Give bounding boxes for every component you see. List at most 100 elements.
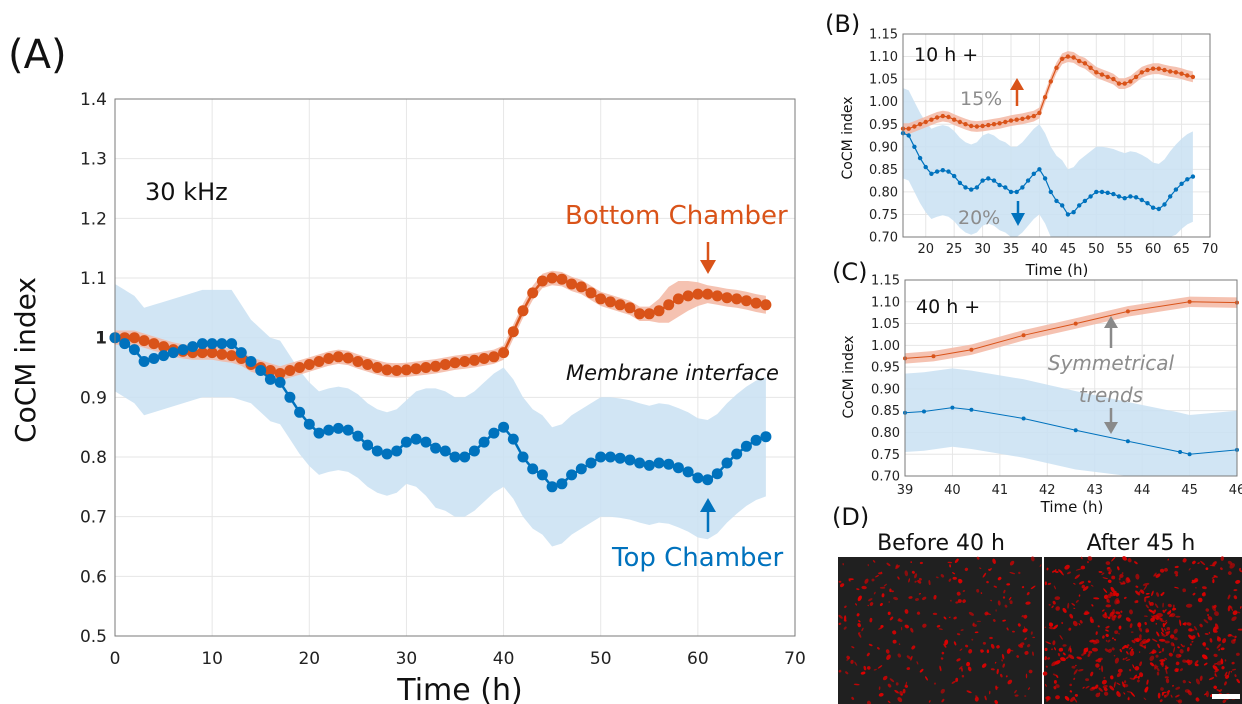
cell-spot — [1212, 626, 1217, 633]
data-point — [760, 431, 772, 443]
cell-spot — [846, 657, 850, 661]
cell-spot — [1182, 588, 1187, 593]
cell-spot — [906, 655, 911, 660]
cell-spot — [1110, 586, 1115, 593]
cell-spot — [972, 624, 977, 627]
panel-a-frame — [114, 98, 796, 637]
cell-spot — [956, 633, 961, 636]
cell-spot — [961, 674, 965, 678]
cell-spot — [1053, 680, 1057, 684]
cell-spot — [861, 585, 867, 590]
cell-spot — [864, 578, 869, 584]
cell-spot — [861, 627, 864, 632]
data-point — [1073, 321, 1078, 326]
cell-spot — [916, 661, 919, 665]
cell-spot — [1214, 672, 1217, 677]
cell-spot — [897, 653, 902, 658]
cell-spot — [879, 602, 883, 607]
cell-spot — [1174, 565, 1179, 569]
data-point — [663, 458, 675, 470]
cell-spot — [1115, 611, 1121, 615]
cell-spot — [1074, 574, 1080, 579]
cell-spot — [1108, 571, 1111, 575]
x-tick-label: 25 — [946, 242, 963, 257]
cell-spot — [1175, 615, 1181, 618]
cell-spot — [1117, 566, 1120, 571]
cell-spot — [914, 573, 918, 579]
cell-spot — [858, 632, 862, 638]
cell-spot — [1104, 648, 1109, 652]
cell-spot — [1149, 655, 1155, 661]
cell-spot — [1143, 596, 1147, 603]
panel-a-ticks: 0 10 20 30 40 50 60 70 0.5 0.6 0.7 0.8 0.9 1 1.1 1.2 1.3… — [80, 90, 806, 669]
cell-spot — [1073, 677, 1076, 681]
series-line — [903, 55, 1194, 130]
cell-spot — [1093, 641, 1098, 645]
cell-spot — [1062, 652, 1066, 656]
cell-spot — [1138, 626, 1143, 632]
cell-spot — [1048, 626, 1055, 630]
data-point — [980, 178, 985, 183]
y-tick-label: 0.80 — [869, 185, 898, 200]
cell-spot — [873, 591, 876, 595]
data-point — [1162, 67, 1167, 73]
data-point — [1020, 185, 1025, 190]
y-tick-label: 0.5 — [80, 627, 107, 647]
cell-spot — [1134, 600, 1139, 604]
cell-spot — [1129, 609, 1133, 615]
data-point — [478, 353, 490, 364]
cell-spot — [1087, 555, 1093, 561]
data-point — [1150, 66, 1156, 71]
data-point — [400, 364, 412, 376]
cell-spot — [1002, 663, 1005, 668]
panel-b-increase-label: 15% — [960, 88, 1002, 110]
data-point — [1037, 110, 1042, 116]
cell-spot — [1175, 574, 1179, 577]
data-point — [488, 427, 500, 439]
data-point — [1105, 190, 1110, 195]
x-tick-label: 10 — [201, 649, 223, 669]
cell-spot — [875, 575, 879, 578]
data-point — [1168, 69, 1173, 74]
cell-spot — [887, 611, 891, 615]
data-point — [1156, 206, 1162, 212]
cell-spot — [1134, 666, 1140, 671]
cell-spot — [1139, 672, 1144, 678]
cell-spot — [848, 579, 851, 582]
cell-spot — [1055, 606, 1060, 611]
cell-spot — [976, 620, 982, 622]
cell-spot — [1111, 615, 1116, 621]
cell-spot — [1044, 626, 1047, 629]
cell-spot — [1103, 687, 1108, 692]
cell-spot — [1085, 685, 1090, 689]
data-point — [692, 288, 704, 300]
y-tick-label: 0.95 — [869, 118, 898, 133]
cell-spot — [1017, 623, 1021, 627]
data-point — [1122, 196, 1127, 201]
cell-spot — [919, 668, 924, 673]
cell-spot — [1202, 642, 1206, 647]
cell-spot — [1030, 585, 1036, 590]
cell-spot — [1207, 616, 1213, 621]
cell-spot — [1234, 635, 1237, 639]
cell-spot — [1101, 609, 1105, 612]
cell-spot — [1044, 647, 1048, 652]
cell-spot — [1107, 639, 1111, 643]
cell-spot — [941, 698, 945, 703]
cell-spot — [1224, 659, 1227, 662]
cell-spot — [1081, 584, 1086, 589]
cell-spot — [904, 624, 910, 629]
error-band — [903, 51, 1193, 135]
cell-spot — [1145, 592, 1150, 595]
data-point — [323, 424, 335, 436]
cell-spot — [979, 567, 982, 570]
cell-spot — [986, 613, 991, 615]
cell-spot — [999, 673, 1003, 678]
cell-spot — [1062, 644, 1067, 647]
cell-spot — [984, 695, 987, 701]
cell-spot — [1218, 648, 1221, 651]
cell-spot — [1126, 577, 1131, 583]
panel-c-label: (C) — [832, 258, 867, 286]
data-point — [1116, 81, 1122, 86]
cell-spot — [958, 579, 963, 584]
